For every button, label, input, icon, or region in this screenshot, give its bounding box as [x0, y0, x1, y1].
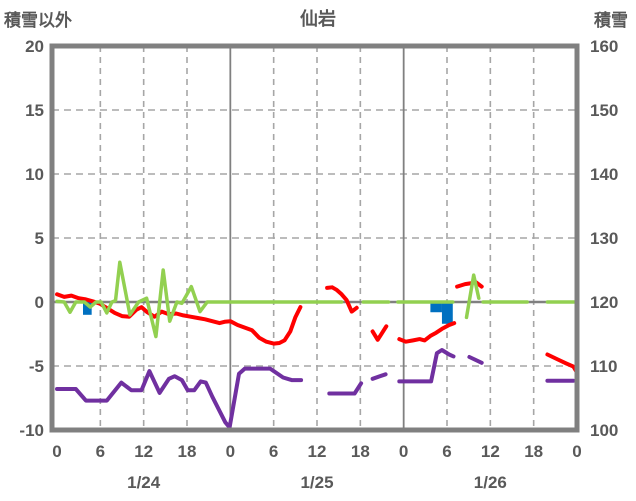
- green-line: [55, 260, 344, 339]
- chart-title: 仙岩: [300, 9, 336, 29]
- right-axis-tick-label: 120: [590, 293, 618, 312]
- x-hour-tick-label: 18: [351, 442, 370, 461]
- red-line: [545, 352, 579, 375]
- red-line: [325, 285, 359, 314]
- blue-bars: [441, 302, 453, 324]
- purple-line: [397, 348, 456, 384]
- x-hour-tick-label: 6: [442, 442, 451, 461]
- left-axis-tick-label: 0: [35, 293, 44, 312]
- right-axis-tick-label: 110: [590, 357, 617, 376]
- right-axis-tick-label: 140: [590, 165, 618, 184]
- left-axis-tick-label: 15: [25, 101, 44, 120]
- x-hour-tick-label: 0: [52, 442, 61, 461]
- red-line: [370, 324, 389, 342]
- right-axis-title: 積雪: [594, 11, 628, 30]
- right-axis-tick-label: 160: [590, 37, 618, 56]
- purple-line: [55, 366, 304, 430]
- left-axis-tick-label: 5: [35, 229, 44, 248]
- left-axis-tick-label: -5: [29, 357, 44, 376]
- x-hour-tick-label: 18: [524, 442, 543, 461]
- x-hour-tick-label: 18: [178, 442, 197, 461]
- right-axis-tick-label: 130: [590, 229, 618, 248]
- x-hour-tick-label: 0: [572, 442, 581, 461]
- right-axis-tick-label: 150: [590, 101, 618, 120]
- blue-bars: [83, 302, 92, 315]
- x-hour-tick-label: 12: [134, 442, 153, 461]
- x-hour-tick-label: 6: [96, 442, 105, 461]
- x-hour-tick-label: 12: [481, 442, 500, 461]
- right-axis-tick-label: 100: [590, 421, 618, 440]
- left-axis-tick-label: -10: [19, 421, 44, 440]
- x-hour-tick-label: 6: [269, 442, 278, 461]
- left-axis-title: 積雪以外: [4, 11, 72, 30]
- left-axis-tick-label: 10: [25, 165, 44, 184]
- red-line: [397, 321, 457, 344]
- x-day-label: 1/25: [300, 473, 333, 492]
- green-line: [464, 273, 481, 320]
- plot-frame: [49, 43, 580, 433]
- blue-bars: [430, 302, 442, 313]
- red-line: [455, 280, 484, 289]
- left-axis-tick-label: 20: [25, 37, 44, 56]
- purple-line: [467, 355, 484, 365]
- purple-line: [327, 381, 364, 396]
- x-day-label: 1/24: [127, 473, 161, 492]
- x-hour-tick-label: 0: [226, 442, 235, 461]
- purple-line: [370, 372, 388, 381]
- x-hour-tick-label: 12: [308, 442, 327, 461]
- x-hour-tick-label: 0: [399, 442, 408, 461]
- x-day-label: 1/26: [474, 473, 507, 492]
